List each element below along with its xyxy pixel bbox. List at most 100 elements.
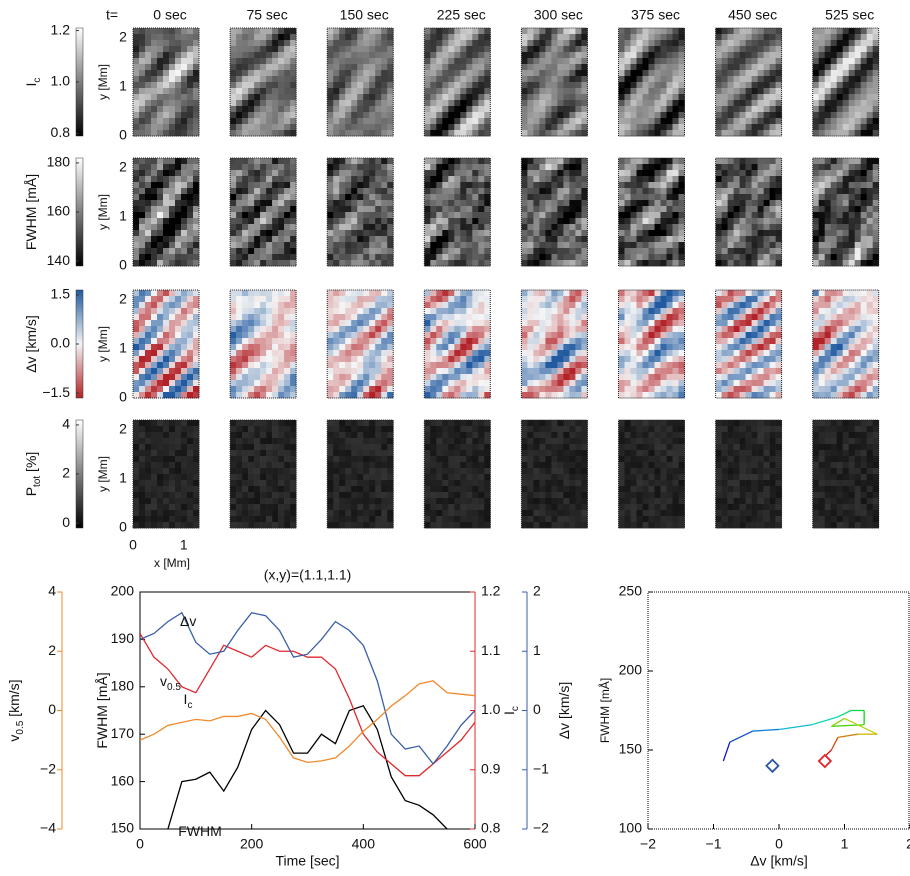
image-pixel <box>551 344 557 350</box>
image-pixel <box>278 194 284 200</box>
image-pixel <box>187 158 193 164</box>
image-pixel <box>163 176 169 182</box>
image-pixel <box>175 308 181 314</box>
image-pixel <box>619 194 625 200</box>
image-pixel <box>133 332 139 338</box>
image-pixel <box>649 70 655 76</box>
image-pixel <box>722 58 728 64</box>
image-pixel <box>831 332 837 338</box>
image-pixel <box>575 206 581 212</box>
image-pixel <box>551 94 557 100</box>
image-pixel <box>776 40 782 46</box>
y-tick-label: 2 <box>119 29 127 45</box>
image-pixel <box>151 82 157 88</box>
image-pixel <box>849 58 855 64</box>
image-pixel <box>563 302 569 308</box>
image-pixel <box>454 350 460 356</box>
image-pixel <box>181 308 187 314</box>
image-pixel <box>734 118 740 124</box>
image-pixel <box>575 46 581 52</box>
image-pixel <box>776 82 782 88</box>
image-pixel <box>236 338 242 344</box>
image-pixel <box>284 374 290 380</box>
image-pixel <box>521 34 527 40</box>
image-pixel <box>272 206 278 212</box>
image-pixel <box>716 130 722 136</box>
image-pixel <box>521 386 527 392</box>
image-pixel <box>175 230 181 236</box>
image-pixel <box>193 94 199 100</box>
image-pixel <box>484 82 490 88</box>
image-pixel <box>533 254 539 260</box>
image-pixel <box>758 326 764 332</box>
image-pixel <box>430 70 436 76</box>
image-pixel <box>861 212 867 218</box>
image-pixel <box>157 380 163 386</box>
image-pixel <box>581 124 587 130</box>
image-pixel <box>448 356 454 362</box>
image-pixel <box>770 34 776 40</box>
image-pixel <box>734 368 740 374</box>
image-pixel <box>442 76 448 82</box>
image-pixel <box>539 254 545 260</box>
image-pixel <box>466 296 472 302</box>
image-pixel <box>175 374 181 380</box>
image-pixel <box>661 182 667 188</box>
image-pixel <box>740 392 746 398</box>
image-pixel <box>442 82 448 88</box>
image-pixel <box>278 206 284 212</box>
image-pixel <box>163 76 169 82</box>
image-pixel <box>631 58 637 64</box>
image-pixel <box>169 242 175 248</box>
image-pixel <box>266 28 272 34</box>
image-pixel <box>631 362 637 368</box>
image-pixel <box>661 392 667 398</box>
image-pixel <box>569 112 575 118</box>
image-pixel <box>825 70 831 76</box>
image-pixel <box>521 52 527 58</box>
image-pixel <box>151 420 157 426</box>
image-pixel <box>290 218 296 224</box>
image-pixel <box>533 64 539 70</box>
image-pixel <box>752 164 758 170</box>
image-pixel <box>752 182 758 188</box>
image-pixel <box>339 46 345 52</box>
image-pixel <box>734 34 740 40</box>
image-pixel <box>831 260 837 266</box>
image-pixel <box>187 356 193 362</box>
image-pixel <box>545 392 551 398</box>
image-pixel <box>484 368 490 374</box>
image-pixel <box>752 260 758 266</box>
image-pixel <box>466 64 472 70</box>
image-pixel <box>242 52 248 58</box>
image-pixel <box>740 206 746 212</box>
y-tick-label: 2 <box>119 159 127 175</box>
image-pixel <box>430 242 436 248</box>
image-pixel <box>157 130 163 136</box>
image-pixel <box>746 106 752 112</box>
image-pixel <box>484 230 490 236</box>
image-pixel <box>843 200 849 206</box>
image-pixel <box>563 188 569 194</box>
image-pixel <box>631 368 637 374</box>
image-pixel <box>266 224 272 230</box>
image-pixel <box>849 34 855 40</box>
image-pixel <box>145 230 151 236</box>
image-pixel <box>351 308 357 314</box>
image-pixel <box>290 112 296 118</box>
image-pixel <box>460 170 466 176</box>
image-pixel <box>819 230 825 236</box>
image-pixel <box>151 380 157 386</box>
image-pixel <box>855 58 861 64</box>
image-pixel <box>472 64 478 70</box>
image-pixel <box>351 200 357 206</box>
image-pixel <box>454 118 460 124</box>
image-pixel <box>266 200 272 206</box>
image-pixel <box>728 380 734 386</box>
image-pixel <box>819 362 825 368</box>
image-pixel <box>655 82 661 88</box>
image-pixel <box>133 206 139 212</box>
image-pixel <box>649 28 655 34</box>
image-pixel <box>187 302 193 308</box>
image-pixel <box>819 386 825 392</box>
